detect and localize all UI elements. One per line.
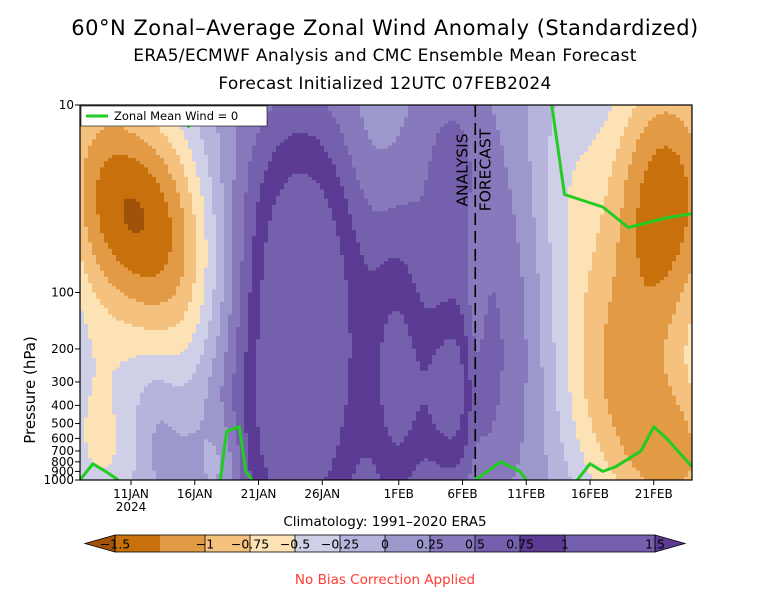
anomaly-chart: 101002003004005006007008009001000 11JAN2… — [0, 0, 770, 600]
heatmap-cells — [80, 105, 693, 481]
